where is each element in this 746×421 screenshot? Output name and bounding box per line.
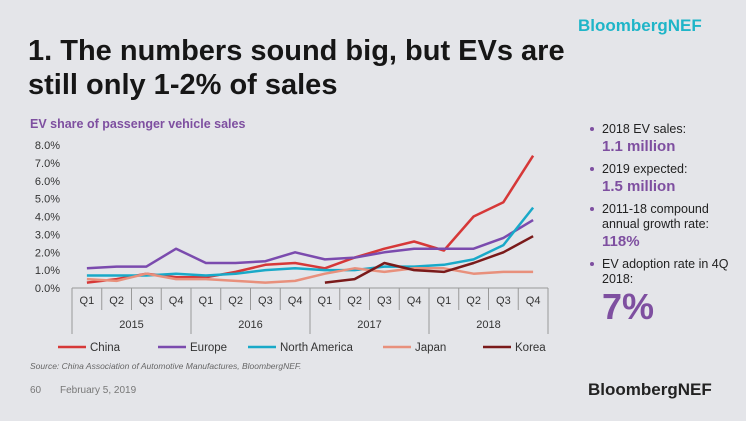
stat-item: EV adoption rate in 4Q 2018: 7% xyxy=(588,257,738,327)
series-line-japan xyxy=(86,267,534,284)
stat-item: 2019 expected: 1.5 million xyxy=(588,162,738,196)
slide-date: February 5, 2019 xyxy=(60,385,137,396)
stat-item: 2018 EV sales: 1.1 million xyxy=(588,122,738,156)
slide-number: 60 xyxy=(30,385,42,396)
x-tick-label: Q1 xyxy=(199,295,214,307)
x-tick-label: Q1 xyxy=(318,295,333,307)
y-tick-label: 6.0% xyxy=(35,176,60,188)
legend-label: Japan xyxy=(415,342,446,354)
stat-label: 2011-18 compound annual growth rate: xyxy=(588,202,738,232)
stat-label: 2019 expected: xyxy=(588,162,738,177)
legend-label: Korea xyxy=(515,342,546,354)
y-tick-label: 7.0% xyxy=(35,158,60,170)
x-tick-label: Q2 xyxy=(228,295,243,307)
x-group-label: 2017 xyxy=(357,319,381,331)
x-tick-label: Q1 xyxy=(80,295,95,307)
x-tick-label: Q3 xyxy=(496,295,511,307)
x-group-label: 2015 xyxy=(119,319,143,331)
stat-item: 2011-18 compound annual growth rate: 118… xyxy=(588,202,738,251)
brand-logo-bottom: BloombergNEF xyxy=(588,380,712,399)
legend-label: North America xyxy=(280,342,353,354)
legend-label: Europe xyxy=(190,342,227,354)
x-tick-label: Q2 xyxy=(109,295,124,307)
stat-label: EV adoption rate in 4Q 2018: xyxy=(588,257,738,287)
x-tick-label: Q3 xyxy=(258,295,273,307)
y-tick-label: 5.0% xyxy=(35,194,60,206)
x-tick-label: Q1 xyxy=(437,295,452,307)
y-tick-label: 3.0% xyxy=(35,229,60,241)
x-tick-label: Q3 xyxy=(377,295,392,307)
x-tick-label: Q4 xyxy=(288,295,303,307)
x-group-label: 2018 xyxy=(476,319,500,331)
y-tick-label: 0.0% xyxy=(35,283,60,295)
series-line-korea xyxy=(324,235,534,284)
series-line-europe xyxy=(86,219,534,270)
slide-title: 1. The numbers sound big, but EVs are st… xyxy=(28,35,565,101)
source-note: Source: China Association of Automotive … xyxy=(30,361,302,371)
brand-logo-top: BloombergNEF xyxy=(578,16,702,35)
stat-value: 1.5 million xyxy=(602,178,676,195)
y-tick-label: 8.0% xyxy=(35,140,60,152)
stat-value: 1.1 million xyxy=(602,138,676,155)
legend-label: China xyxy=(90,342,121,354)
y-tick-label: 1.0% xyxy=(35,265,60,277)
x-group-label: 2016 xyxy=(238,319,262,331)
x-tick-label: Q2 xyxy=(347,295,362,307)
x-tick-label: Q4 xyxy=(526,295,541,307)
x-tick-label: Q3 xyxy=(139,295,154,307)
x-tick-label: Q4 xyxy=(407,295,422,307)
stat-label: 2018 EV sales: xyxy=(588,122,738,137)
chart-title: EV share of passenger vehicle sales xyxy=(30,117,246,131)
stat-value: 118% xyxy=(602,233,640,250)
x-tick-label: Q4 xyxy=(169,295,184,307)
key-stats-sidebar: 2018 EV sales: 1.1 million 2019 expected… xyxy=(588,122,738,333)
stat-value-highlight: 7% xyxy=(602,286,655,327)
y-tick-label: 2.0% xyxy=(35,247,60,259)
x-tick-label: Q2 xyxy=(466,295,481,307)
series-line-north-america xyxy=(86,206,535,277)
y-tick-label: 4.0% xyxy=(35,212,60,224)
